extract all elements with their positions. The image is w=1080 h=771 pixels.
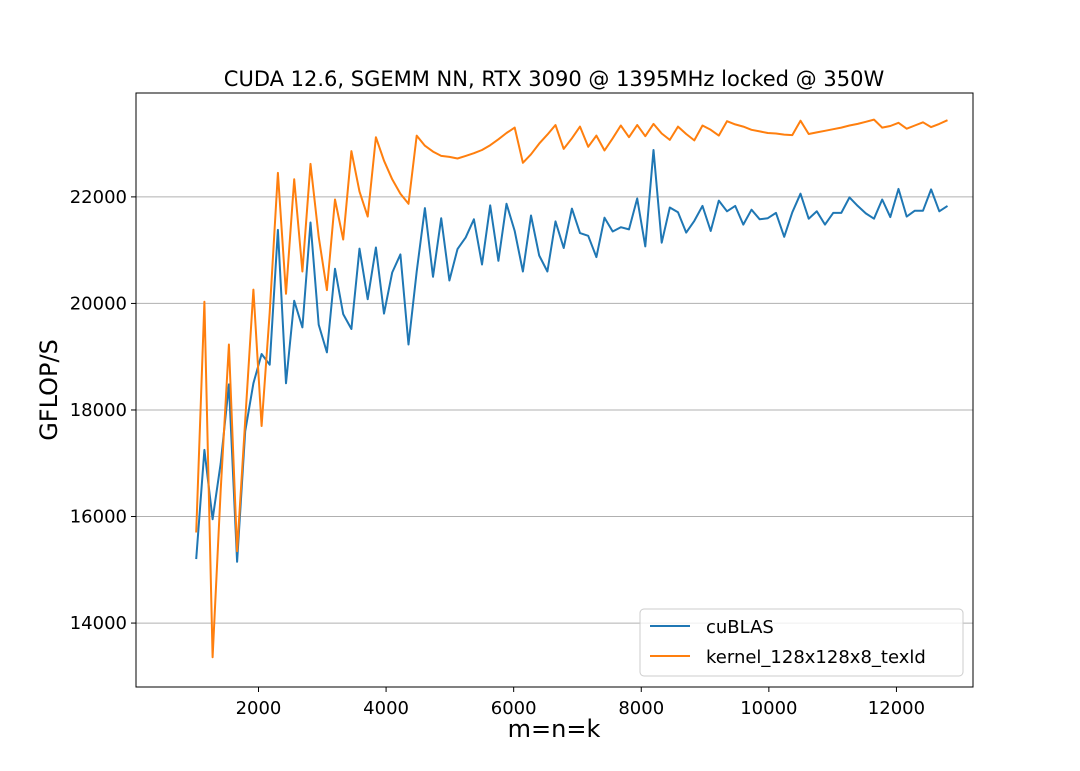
x-tick-label-4000: 4000 xyxy=(363,698,409,719)
y-tick-label-14000: 14000 xyxy=(70,613,127,634)
legend-frame xyxy=(639,608,964,677)
x-axis-label: m=n=k xyxy=(508,715,601,743)
legend-label-cublas: cuBLAS xyxy=(706,617,774,638)
x-tick-label-10000: 10000 xyxy=(740,698,797,719)
x-tick-label-12000: 12000 xyxy=(868,698,925,719)
y-tick-label-18000: 18000 xyxy=(70,400,127,421)
x-tick-label-6000: 6000 xyxy=(491,698,537,719)
legend-label-kernel: kernel_128x128x8_texld xyxy=(706,647,926,668)
y-axis-ticks: 14000 16000 18000 20000 22000 xyxy=(70,187,136,634)
x-tick-label-2000: 2000 xyxy=(236,698,282,719)
y-tick-label-22000: 22000 xyxy=(70,187,127,208)
chart-title: CUDA 12.6, SGEMM NN, RTX 3090 @ 1395MHz … xyxy=(224,67,885,91)
series-line-cublas xyxy=(195,149,949,563)
series-lines xyxy=(195,118,949,659)
x-tick-label-8000: 8000 xyxy=(618,698,664,719)
y-tick-label-16000: 16000 xyxy=(70,507,127,528)
y-axis-label: GFLOP/S xyxy=(35,339,63,441)
y-tick-label-20000: 20000 xyxy=(70,293,127,314)
legend: cuBLAS kernel_128x128x8_texld xyxy=(639,608,964,677)
plot-area-frame xyxy=(135,92,974,688)
x-axis-ticks: 2000 4000 6000 8000 10000 12000 xyxy=(236,687,925,719)
series-line-kernel-128x128x8-texld xyxy=(195,118,948,659)
